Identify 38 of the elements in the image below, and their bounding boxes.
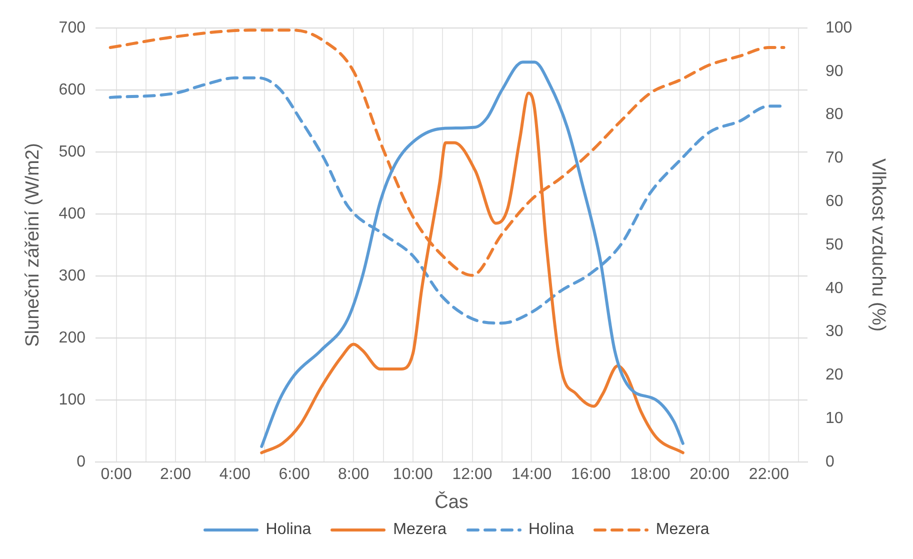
y2-tick-label: 0 [826,453,835,470]
x-tick-label: 4:00 [219,466,251,484]
y-tick-label: 700 [58,19,86,36]
y2-tick-label: 40 [826,280,844,297]
y2-axis-title: Vlhkost vzduchu (%) [867,158,888,332]
y-tick-label: 600 [58,81,86,98]
x-tick-label: 12:00 [452,466,492,484]
legend-label: Mezera [393,521,446,539]
y2-tick-label: 100 [826,19,852,36]
x-tick-label: 2:00 [160,466,192,484]
y2-tick-label: 70 [826,150,844,167]
x-tick-label: 10:00 [392,466,434,484]
x-tick-label: 14:00 [512,466,552,484]
y-tick-label: 300 [58,267,86,284]
y2-tick-label: 20 [826,366,844,384]
y2-tick-label: 60 [826,193,844,210]
legend-label: Holina [528,521,574,539]
x-tick-label: 6:00 [278,466,310,484]
y2-tick-label: 10 [826,410,844,428]
x-tick-label: 22:00 [748,466,790,484]
y2-tick-label: 90 [826,62,844,80]
x-axis-title: Čas [434,490,468,513]
legend-label: Holina [266,521,312,539]
x-tick-label: 18:00 [630,466,670,484]
y-tick-label: 0 [76,453,86,470]
y-tick-label: 100 [58,391,86,408]
y2-tick-label: 30 [826,323,844,340]
legend-label: Mezera [656,521,710,539]
y-tick-label: 400 [58,205,86,222]
x-tick-label: 0:00 [100,466,132,484]
x-tick-label: 16:00 [570,466,612,484]
y2-tick-label: 50 [826,236,844,254]
y-tick-label: 500 [58,143,86,160]
x-tick-label: 8:00 [338,466,370,484]
x-tick-label: 20:00 [690,466,730,484]
y-axis-title: Sluneční zářeiní (W/m2) [22,143,44,347]
y2-tick-label: 80 [826,106,844,124]
y-tick-label: 200 [58,329,86,346]
